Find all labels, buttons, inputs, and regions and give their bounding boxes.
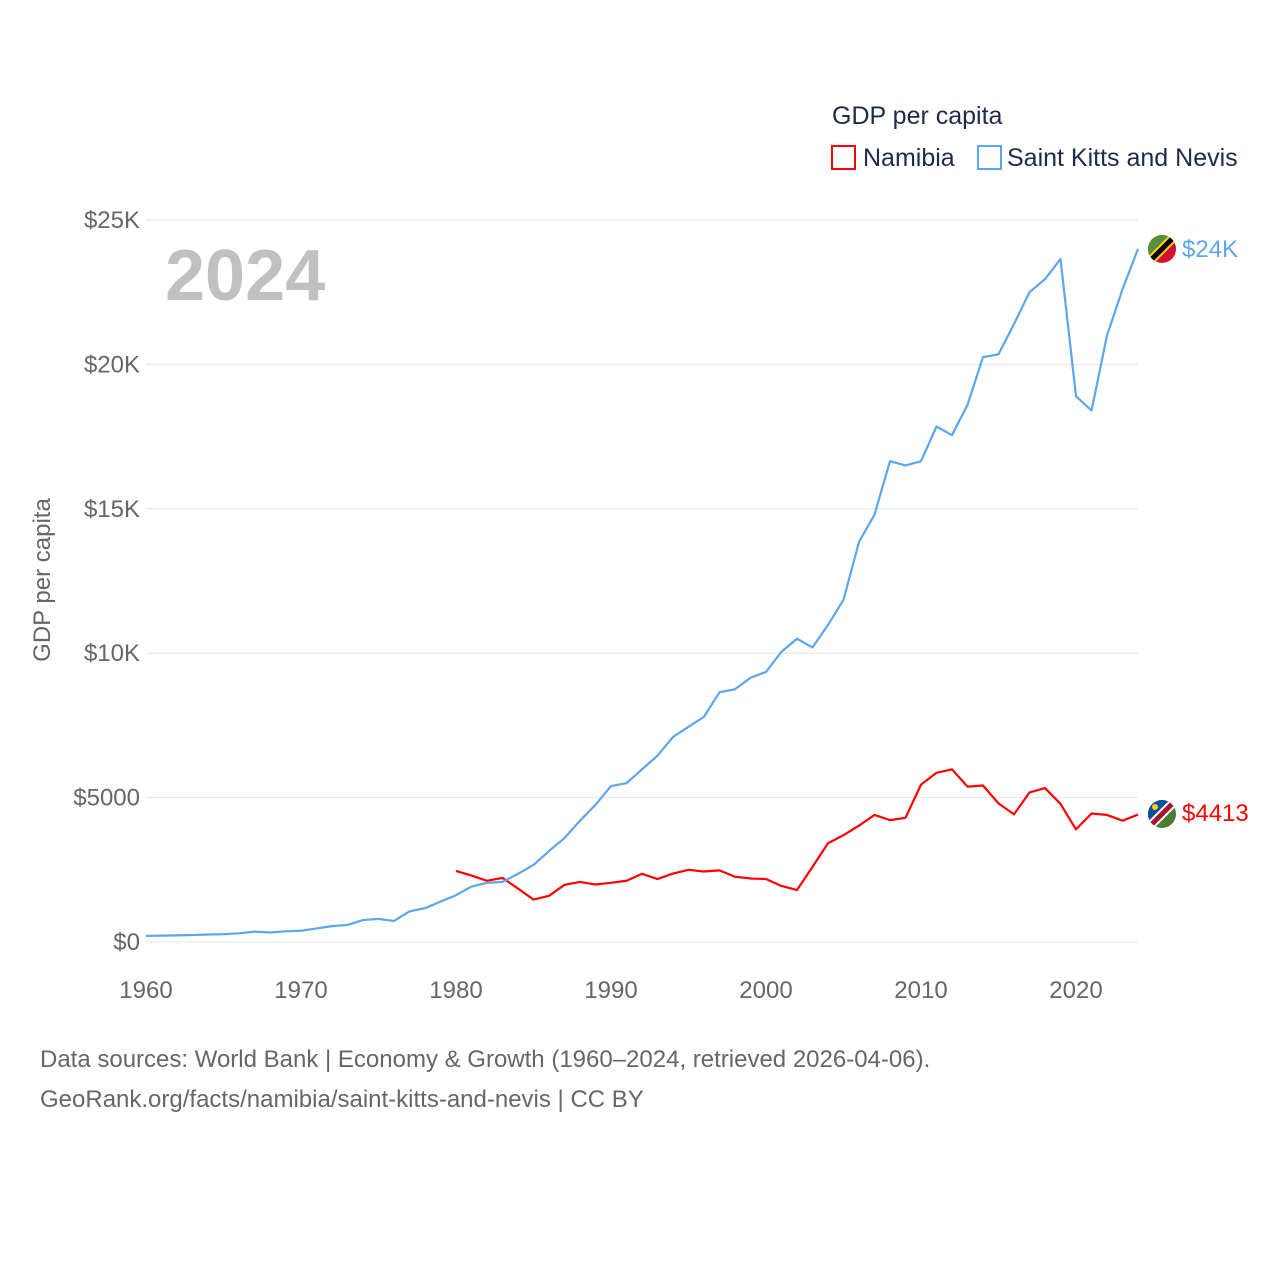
y-axis-label: GDP per capita <box>29 498 56 662</box>
x-tick-label: 1990 <box>584 977 637 1004</box>
x-tick-label: 2010 <box>894 977 947 1004</box>
x-tick-label: 2020 <box>1049 977 1102 1004</box>
y-tick-label: $25K <box>84 207 140 234</box>
year-watermark: 2024 <box>165 236 325 316</box>
legend-item-namibia[interactable]: Namibia <box>831 144 955 172</box>
end-label-saint-kitts: $24K <box>1182 236 1238 263</box>
legend-title: GDP per capita <box>832 102 1003 130</box>
y-tick-label: $10K <box>84 640 140 667</box>
y-tick-label: $20K <box>84 351 140 378</box>
y-tick-label: $5000 <box>73 785 140 812</box>
x-tick-label: 1970 <box>274 977 327 1004</box>
series-line-namibia[interactable] <box>455 768 1139 901</box>
namibia-flag-icon <box>1148 800 1176 828</box>
footer-sources: Data sources: World Bank | Economy & Gro… <box>40 1046 931 1073</box>
x-tick-label: 2000 <box>739 977 792 1004</box>
legend-label: Saint Kitts and Nevis <box>1007 144 1238 172</box>
series-line-saint-kitts-and-nevis[interactable] <box>145 248 1140 938</box>
x-tick-label: 1980 <box>429 977 482 1004</box>
saint-kitts-flag-icon <box>1148 235 1176 263</box>
legend-item-saint-kitts[interactable]: Saint Kitts and Nevis <box>977 144 1238 172</box>
footer-link[interactable]: GeoRank.org/facts/namibia/saint-kitts-an… <box>40 1086 644 1113</box>
y-tick-label: $0 <box>113 929 140 956</box>
x-tick-label: 1960 <box>119 977 172 1004</box>
y-tick-label: $15K <box>84 496 140 523</box>
legend-swatch <box>831 145 856 170</box>
legend-label: Namibia <box>863 144 955 172</box>
legend-swatch <box>977 145 1002 170</box>
end-label-namibia: $4413 <box>1182 800 1249 827</box>
